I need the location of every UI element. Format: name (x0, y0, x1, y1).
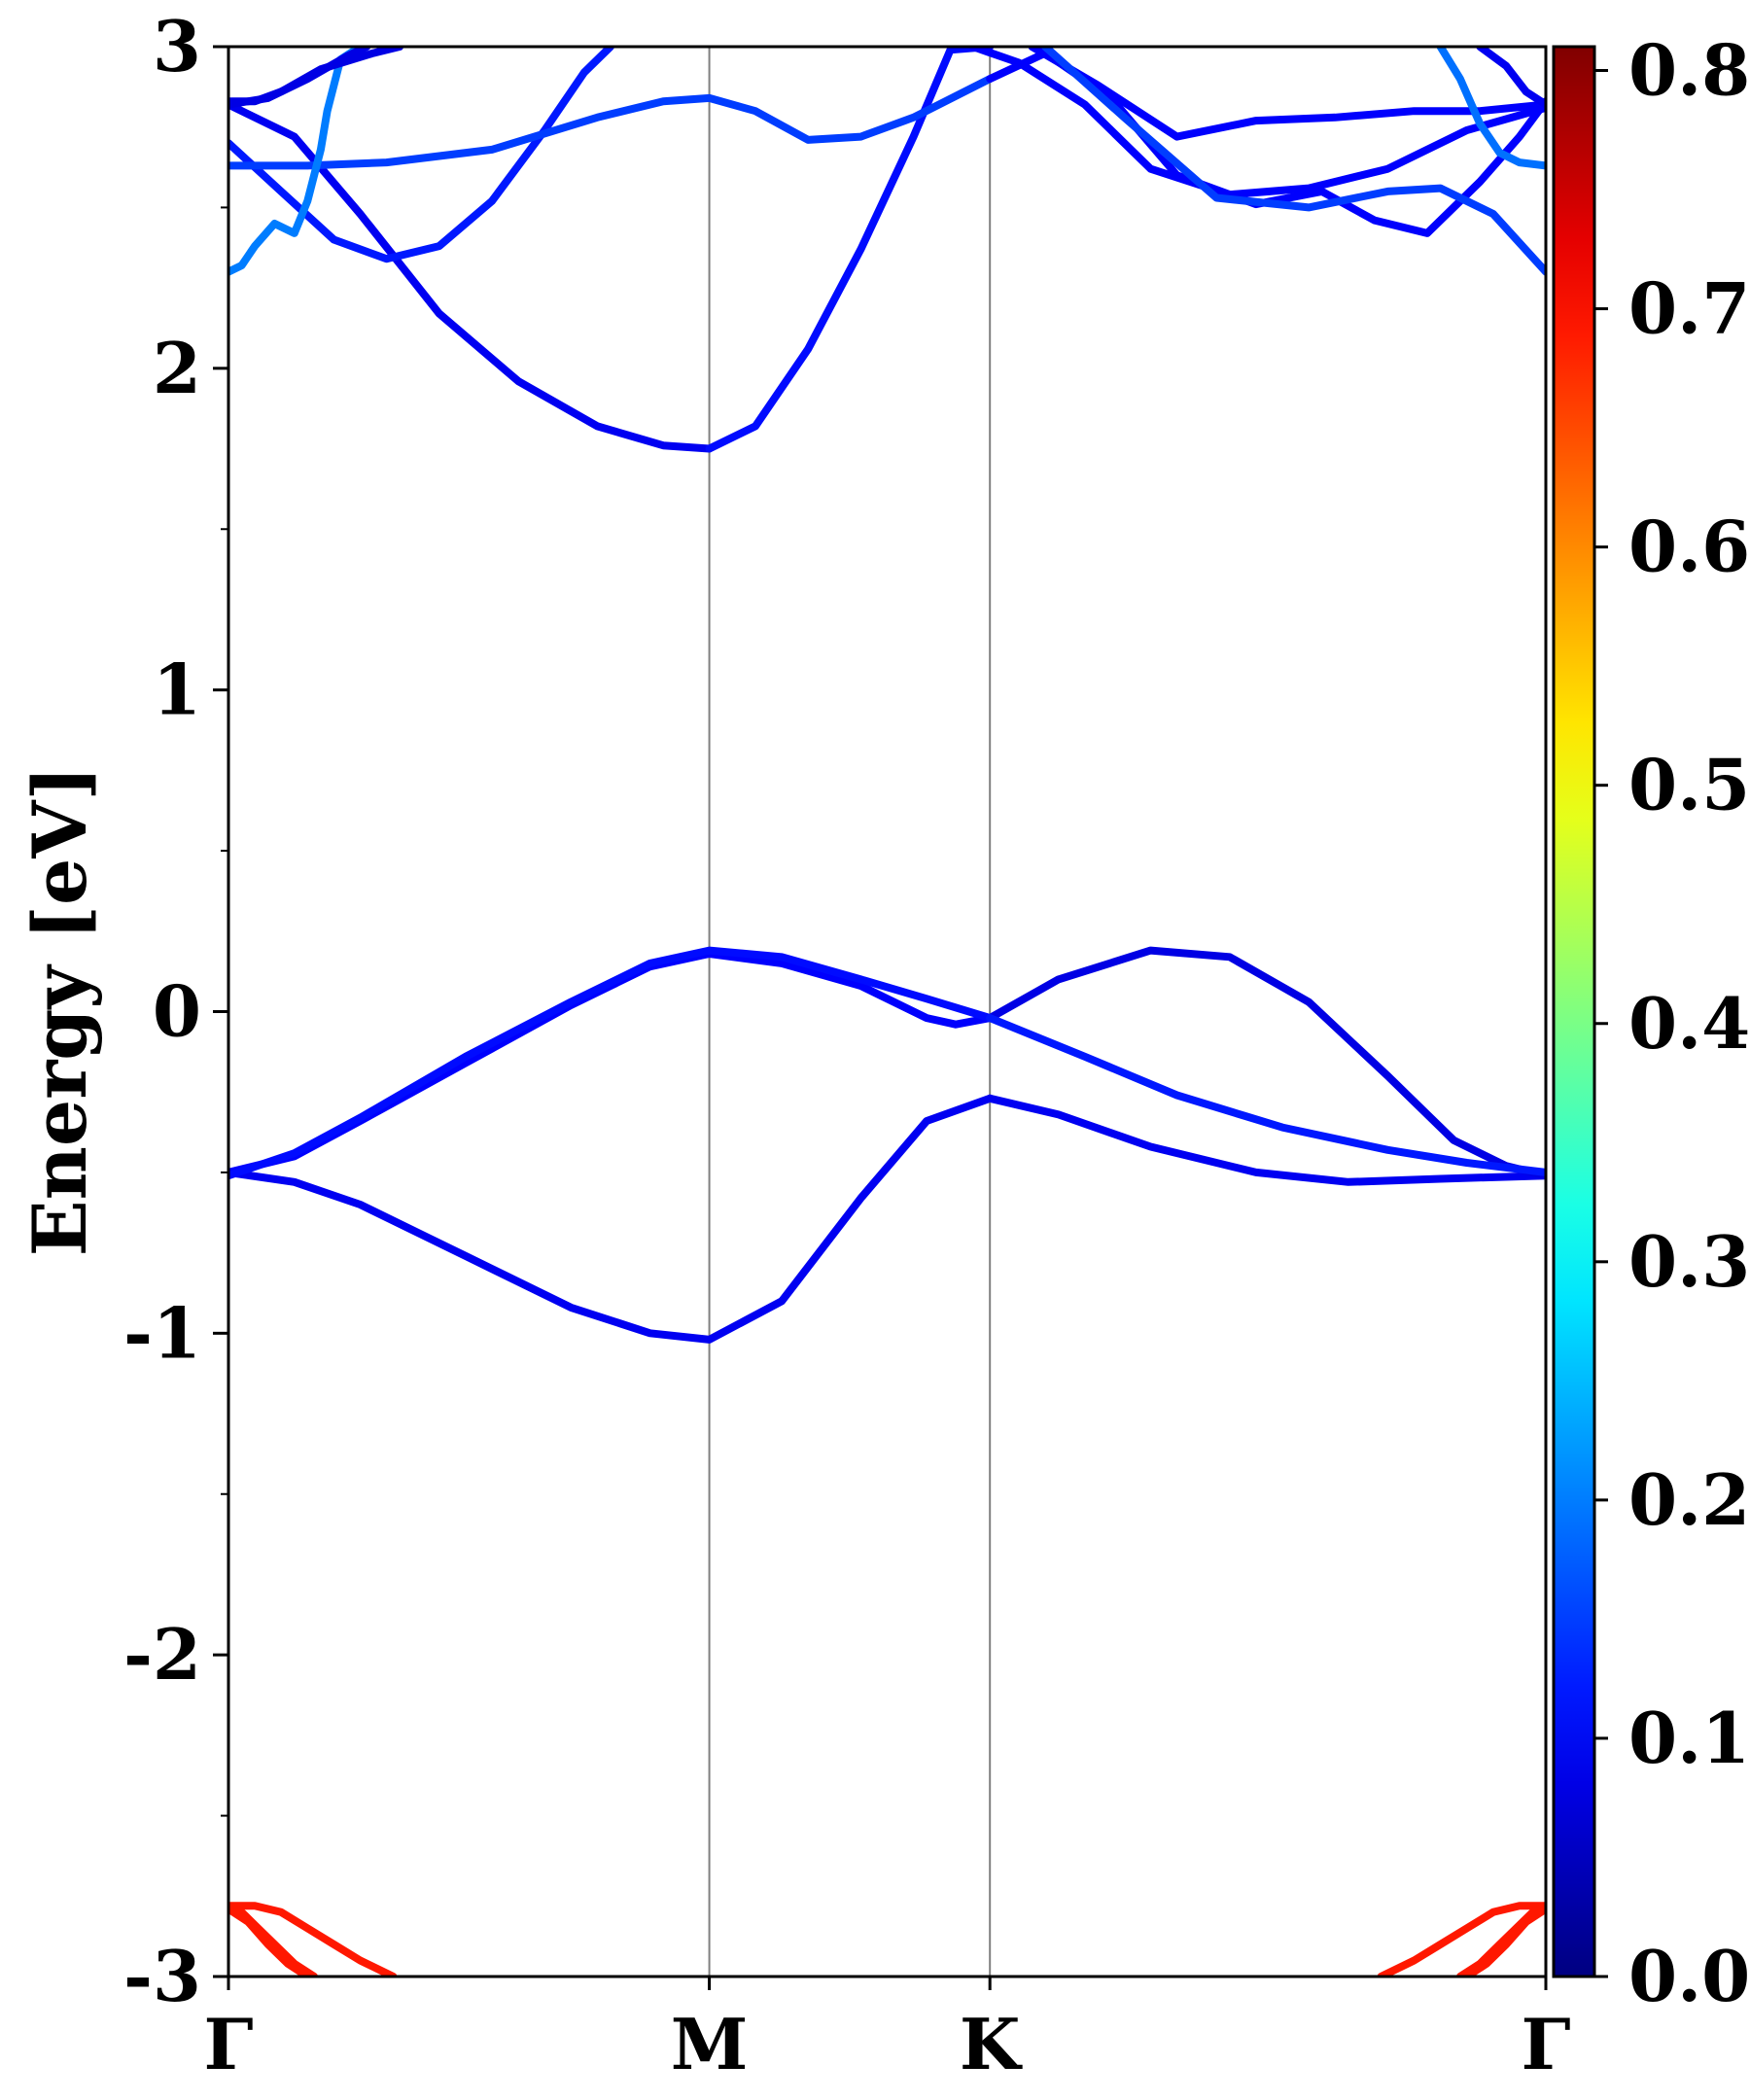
y-tick-label: 2 (153, 327, 201, 409)
band-line (228, 47, 365, 276)
band-line (968, 47, 1546, 199)
high-symmetry-lines (708, 47, 992, 1977)
band-line (228, 47, 404, 106)
colorbar-tick-label: 0.4 (1628, 982, 1750, 1065)
x-tick-label: K (960, 2003, 1023, 2085)
colorbar-tick-label: 0.7 (1628, 267, 1750, 350)
colorbar-tick-label: 0.2 (1628, 1458, 1750, 1541)
band-line (228, 100, 714, 453)
x-tick-label: Γ (203, 2003, 253, 2085)
band-line (705, 47, 995, 453)
y-tick-label: -2 (123, 1613, 201, 1696)
band-line (986, 1014, 1546, 1176)
y-tick-label: 3 (153, 5, 201, 88)
band-line (1377, 1902, 1546, 1977)
band-line (228, 946, 995, 1180)
y-tick-label: 1 (153, 648, 201, 731)
y-tick-label: 0 (153, 970, 201, 1053)
x-tick-label: M (671, 2003, 749, 2085)
colorbar-tick-label: 0.0 (1628, 1935, 1750, 2017)
y-axis-label: Energy [eV] (17, 766, 103, 1257)
band-line (228, 47, 614, 263)
band-line (1028, 47, 1546, 141)
band-line (228, 47, 371, 109)
band-line (1436, 47, 1546, 170)
band-line (986, 1094, 1546, 1186)
band-line (1476, 47, 1546, 109)
colorbar-tick-label: 0.8 (1628, 29, 1750, 112)
band-line (228, 75, 995, 170)
colorbar (1552, 45, 1596, 1978)
band-lines (228, 47, 1546, 1977)
colorbar-tick-label: 0.3 (1628, 1220, 1750, 1303)
band-line (228, 1902, 398, 1977)
band-line (228, 1905, 312, 1977)
band-line (1041, 47, 1546, 276)
band-line (228, 1094, 995, 1344)
y-tick-label: -3 (123, 1935, 201, 2017)
colorbar-tick-label: 0.5 (1628, 744, 1750, 826)
x-tick-label: Γ (1521, 2003, 1570, 2085)
colorbar-tick-label: 0.1 (1628, 1697, 1750, 1779)
plot-frame (227, 45, 1548, 1978)
colorbar-axis: 0.0 0.1 0.2 0.3 0.4 0.5 0.6 0.7 0.8 (1594, 29, 1750, 2017)
colorbar-tick-label: 0.6 (1628, 506, 1750, 588)
y-tick-label: -1 (123, 1291, 201, 1374)
band-line (1462, 1905, 1546, 1977)
band-line (986, 946, 1546, 1180)
y-axis: 3 2 1 0 -1 -2 -3 (123, 5, 228, 2017)
